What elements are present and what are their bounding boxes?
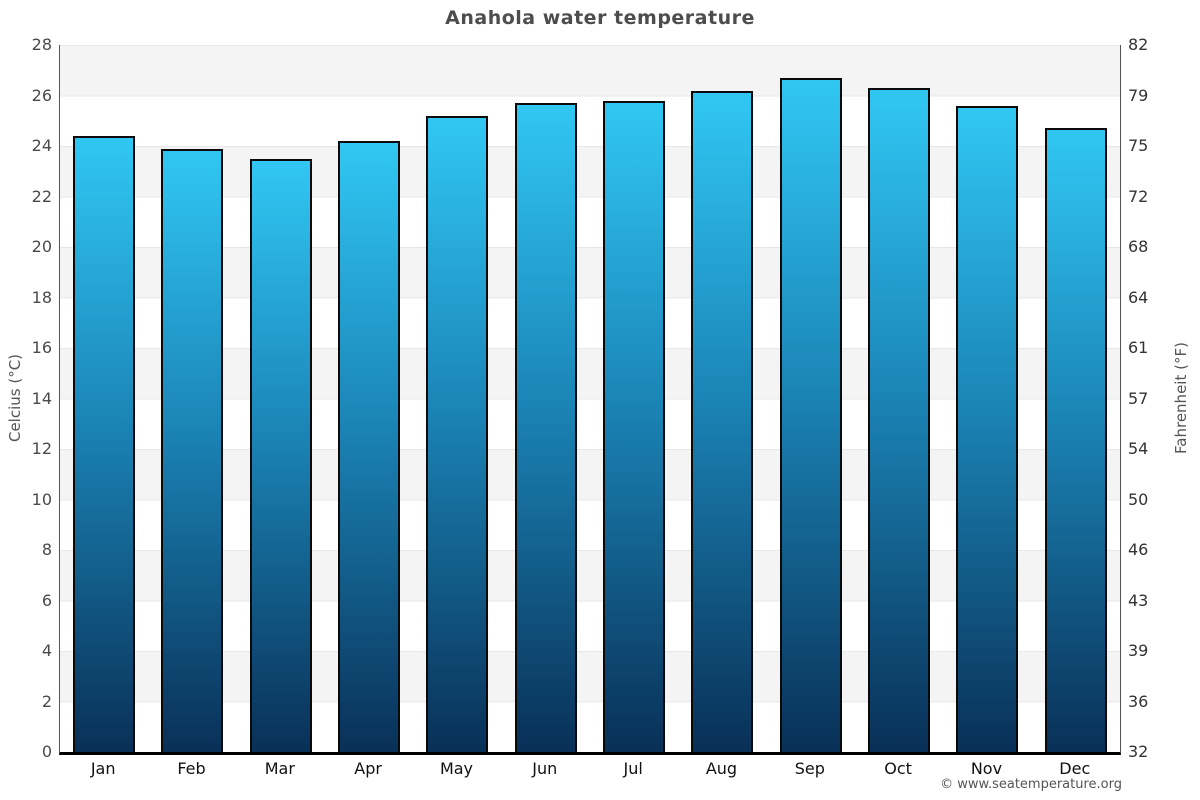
bar-oct bbox=[868, 87, 931, 752]
fahrenheit-tick-label: 72 bbox=[1128, 186, 1149, 206]
bar-slot bbox=[767, 45, 855, 752]
bar-sep bbox=[779, 77, 842, 752]
fahrenheit-tick-label: 39 bbox=[1128, 641, 1149, 660]
celsius-tick-label: 22 bbox=[31, 186, 52, 206]
x-tick-label: Mar bbox=[264, 759, 295, 778]
fahrenheit-tick-label: 79 bbox=[1128, 85, 1149, 105]
fahrenheit-tick-label: 46 bbox=[1128, 540, 1149, 559]
bar-slot bbox=[60, 45, 148, 752]
bar-aug bbox=[691, 90, 754, 752]
bar-slot bbox=[237, 45, 325, 752]
chart-title: Anahola water temperature bbox=[445, 7, 755, 29]
celsius-tick-label: 14 bbox=[31, 388, 52, 408]
fahrenheit-tick-label: 54 bbox=[1128, 439, 1149, 458]
bar-slot bbox=[148, 45, 236, 752]
plot-area bbox=[59, 45, 1121, 755]
bar-mar bbox=[249, 158, 312, 752]
bar-apr bbox=[338, 141, 401, 752]
fahrenheit-tick-label: 57 bbox=[1128, 388, 1149, 408]
x-tick-label: Oct bbox=[884, 759, 912, 778]
celsius-tick-label: 16 bbox=[31, 338, 52, 357]
celsius-tick-label: 20 bbox=[31, 237, 52, 256]
celsius-tick-label: 2 bbox=[41, 691, 52, 711]
bar-slot bbox=[1032, 45, 1120, 752]
x-tick-label: Jan bbox=[90, 759, 116, 778]
x-tick-label: Jun bbox=[532, 759, 558, 778]
bar-slot bbox=[413, 45, 501, 752]
bar-feb bbox=[161, 148, 224, 752]
celsius-tick-label: 6 bbox=[41, 590, 52, 610]
bar-may bbox=[426, 115, 489, 752]
fahrenheit-tick-label: 68 bbox=[1128, 237, 1149, 256]
fahrenheit-tick-label: 82 bbox=[1128, 35, 1149, 54]
bar-slot bbox=[943, 45, 1031, 752]
celsius-tick-label: 24 bbox=[31, 136, 52, 155]
fahrenheit-tick-label: 50 bbox=[1128, 489, 1149, 509]
bar-dec bbox=[1044, 128, 1107, 752]
x-tick-label: Sep bbox=[794, 759, 825, 778]
copyright-footer: © www.seatemperature.org bbox=[940, 777, 1122, 792]
x-tick-label: Dec bbox=[1059, 759, 1091, 778]
bar-slot bbox=[590, 45, 678, 752]
celsius-tick-label: 8 bbox=[41, 540, 52, 559]
bar-jun bbox=[514, 103, 577, 752]
x-tick-label: Nov bbox=[970, 759, 1003, 778]
fahrenheit-tick-label: 75 bbox=[1128, 136, 1149, 155]
celsius-tick-label: 26 bbox=[31, 85, 52, 105]
bar-jan bbox=[73, 135, 136, 752]
bar-slot bbox=[502, 45, 590, 752]
fahrenheit-tick-label: 64 bbox=[1128, 287, 1149, 307]
bars-container bbox=[60, 45, 1120, 752]
celsius-tick-label: 0 bbox=[41, 742, 52, 761]
x-tick-label: Apr bbox=[354, 759, 382, 778]
fahrenheit-tick-label: 61 bbox=[1128, 338, 1149, 357]
x-tick-label: Aug bbox=[705, 759, 738, 778]
celsius-tick-label: 4 bbox=[41, 641, 52, 660]
x-tick-label: May bbox=[439, 759, 474, 778]
bar-nov bbox=[956, 105, 1019, 752]
celsius-tick-label: 10 bbox=[31, 489, 52, 509]
fahrenheit-tick-label: 43 bbox=[1128, 590, 1149, 610]
celsius-tick-label: 12 bbox=[31, 439, 52, 458]
x-tick-label: Feb bbox=[177, 759, 206, 778]
bar-slot bbox=[325, 45, 413, 752]
celsius-tick-label: 18 bbox=[31, 287, 52, 307]
bar-jul bbox=[603, 100, 666, 752]
fahrenheit-tick-label: 32 bbox=[1128, 742, 1149, 761]
celsius-tick-label: 28 bbox=[31, 35, 52, 54]
fahrenheit-tick-label: 36 bbox=[1128, 691, 1149, 711]
x-axis-labels: Jan Feb Mar Apr May Jun Jul Aug Sep Oct Nov Dec bbox=[59, 759, 1119, 778]
bar-slot bbox=[678, 45, 766, 752]
bar-slot bbox=[855, 45, 943, 752]
x-tick-label: Jul bbox=[623, 759, 643, 778]
